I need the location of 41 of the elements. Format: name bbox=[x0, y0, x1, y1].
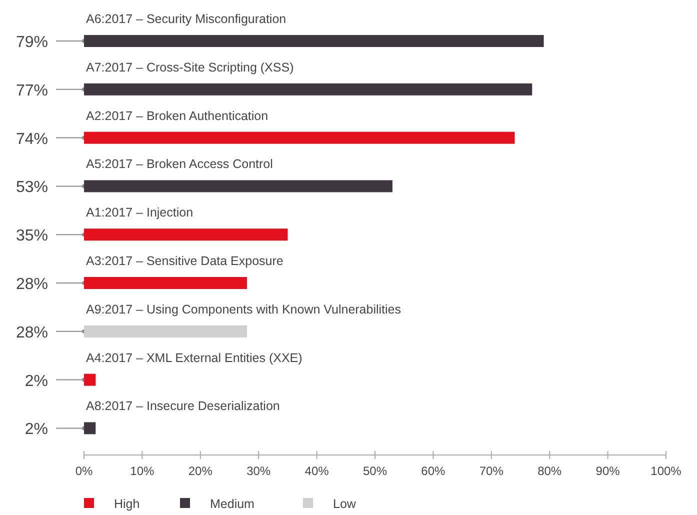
x-tick-label: 80% bbox=[538, 464, 562, 478]
data-label: 28% bbox=[16, 324, 48, 342]
x-tick-label: 30% bbox=[246, 464, 271, 478]
y-tick-label: A9:2017 – Using Components with Known Vulnerabilities bbox=[86, 302, 401, 316]
data-label: 77% bbox=[16, 82, 48, 100]
x-tick-label: 100% bbox=[650, 464, 682, 478]
x-tick-label: 0% bbox=[75, 464, 93, 478]
bar bbox=[84, 422, 96, 434]
x-tick-label: 40% bbox=[304, 464, 330, 478]
legend-label: High bbox=[114, 497, 140, 511]
x-tick-label: 90% bbox=[596, 464, 620, 478]
x-tick-label: 50% bbox=[362, 464, 388, 478]
bar bbox=[84, 132, 515, 144]
data-label: 74% bbox=[16, 130, 48, 148]
x-tick-label: 60% bbox=[421, 464, 446, 478]
x-tick-label: 20% bbox=[188, 464, 213, 478]
y-tick-label: A8:2017 – Insecure Deserialization bbox=[86, 399, 280, 414]
y-tick-label: A6:2017 – Security Misconfiguration bbox=[86, 12, 286, 26]
bar bbox=[84, 374, 96, 386]
y-tick-label: A4:2017 – XML External Entities (XXE) bbox=[86, 350, 302, 365]
bar bbox=[84, 277, 247, 289]
bar bbox=[84, 35, 544, 47]
y-tick-label: A3:2017 – Sensitive Data Exposure bbox=[86, 254, 284, 268]
bar bbox=[84, 83, 532, 96]
x-tick-label: 70% bbox=[479, 464, 504, 478]
y-tick-label: A7:2017 – Cross-Site Scripting (XSS) bbox=[86, 60, 294, 74]
bar bbox=[84, 180, 392, 192]
bar bbox=[84, 228, 288, 241]
data-label: 2% bbox=[24, 421, 48, 438]
data-label: 28% bbox=[16, 276, 48, 293]
data-label: 53% bbox=[16, 179, 48, 196]
y-tick-label: A2:2017 – Broken Authentication bbox=[86, 108, 268, 123]
legend-label: Medium bbox=[210, 497, 254, 511]
x-tick-label: 10% bbox=[130, 464, 155, 478]
bar bbox=[84, 325, 247, 338]
data-label: 79% bbox=[16, 34, 48, 51]
y-tick-label: A5:2017 – Broken Access Control bbox=[86, 157, 273, 172]
data-label: 35% bbox=[16, 228, 48, 245]
legend-label: Low bbox=[333, 497, 357, 511]
y-tick-label: A1:2017 – Injection bbox=[86, 206, 194, 220]
data-label: 2% bbox=[24, 372, 48, 390]
